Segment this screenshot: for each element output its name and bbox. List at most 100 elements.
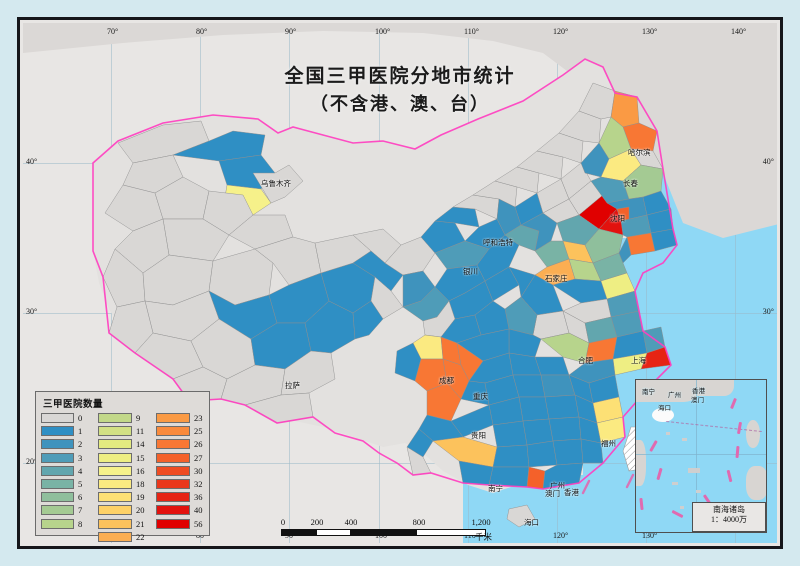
scale-label: 400 (344, 517, 358, 527)
legend-swatch (41, 452, 74, 463)
legend-swatch (98, 439, 132, 450)
inset-map-south-china-sea[interactable]: 南宁 广州 香港 澳门 海口 南海诸岛 1：4000万 (635, 379, 767, 533)
legend-item[interactable]: 16 (98, 465, 152, 477)
inset-graticule (636, 454, 766, 455)
legend-item[interactable]: 4 (41, 465, 94, 477)
page-title: 全国三甲医院分地市统计 （不含港、澳、台） (23, 63, 777, 117)
legend-item[interactable]: 30 (156, 465, 210, 477)
legend-item[interactable]: 15 (98, 452, 152, 464)
map-neatline-frame: 70° 80° 90° 100° 110° 120° 130° 140° 80°… (17, 17, 783, 549)
longitude-tick-label: 80° (196, 27, 208, 36)
city-label: 海口 (524, 518, 539, 527)
legend-item[interactable]: 20 (98, 504, 152, 516)
legend-item[interactable]: 2 (41, 438, 94, 450)
legend-swatch (41, 518, 74, 529)
nine-dash-mark (726, 469, 733, 483)
prefecture (472, 180, 518, 208)
legend-swatch (98, 465, 132, 476)
legend-item[interactable]: 8 (41, 518, 94, 530)
legend-value-label: 1 (78, 426, 83, 437)
legend-swatch (41, 413, 74, 424)
legend-value-label: 21 (136, 518, 145, 529)
legend-item[interactable]: 56 (156, 518, 210, 530)
longitude-tick-label: 130° (642, 531, 658, 540)
legend-value-label: 4 (78, 465, 83, 476)
city-label: 重庆 (473, 392, 488, 401)
legend-swatch (41, 465, 74, 476)
city-label: 贵阳 (471, 431, 486, 440)
legend-item[interactable]: 11 (98, 425, 152, 437)
legend-item[interactable]: 25 (156, 425, 210, 437)
legend-value-label: 26 (194, 439, 203, 450)
legend-title: 三甲医院数量 (43, 400, 104, 410)
legend-swatch (98, 426, 132, 437)
legend-item[interactable]: 23 (156, 412, 210, 424)
prefecture (558, 110, 602, 144)
legend-item[interactable]: 1 (41, 425, 94, 437)
prefecture (352, 300, 384, 340)
legend-swatch (156, 413, 190, 424)
city-label: 哈尔滨 (628, 148, 651, 157)
legend-value-label: 23 (194, 413, 203, 424)
legend-item[interactable]: 32 (156, 478, 210, 490)
longitude-tick-label: 110° (464, 27, 479, 36)
legend-value-label: 8 (78, 518, 83, 529)
legend-value-label: 25 (194, 426, 203, 437)
legend-value-label: 30 (194, 465, 203, 476)
longitude-tick-label: 100° (375, 27, 391, 36)
legend-item[interactable]: 22 (98, 531, 152, 543)
legend-swatch (156, 505, 190, 516)
prefecture (534, 356, 570, 376)
legend-item[interactable]: 18 (98, 478, 152, 490)
legend-item[interactable]: 0 (41, 412, 94, 424)
map-canvas[interactable]: 70° 80° 90° 100° 110° 120° 130° 140° 80°… (23, 23, 777, 543)
legend-swatch (41, 492, 74, 503)
legend-value-label: 22 (136, 531, 145, 542)
legend-swatch (156, 426, 190, 437)
legend-swatch (156, 479, 190, 490)
prefecture (522, 418, 554, 446)
legend-item[interactable]: 27 (156, 452, 210, 464)
legend-item[interactable]: 36 (156, 491, 210, 503)
legend-value-label: 15 (136, 452, 145, 463)
china-choropleth-map[interactable] (23, 23, 777, 543)
inset-indochina (636, 440, 646, 486)
prefecture (420, 220, 466, 254)
legend-value-label: 20 (136, 505, 145, 516)
legend-item[interactable]: 14 (98, 438, 152, 450)
inset-city-label: 澳门 (691, 397, 704, 404)
legend-item[interactable]: 19 (98, 491, 152, 503)
legend-item[interactable]: 40 (156, 504, 210, 516)
legend-value-label: 9 (136, 413, 141, 424)
title-line-2: （不含港、澳、台） (310, 93, 490, 114)
legend-item[interactable]: 3 (41, 452, 94, 464)
legend-item[interactable]: 9 (98, 412, 152, 424)
prefecture (542, 462, 584, 490)
longitude-tick-label: 70° (107, 27, 119, 36)
title-line-1: 全国三甲医院分地市统计 (284, 66, 516, 87)
inset-philippines (746, 466, 766, 500)
legend-item[interactable]: 21 (98, 518, 152, 530)
legend-swatch (98, 518, 132, 529)
nine-dash-mark (730, 397, 737, 410)
legend-swatch (156, 439, 190, 450)
city-label: 沈阳 (610, 214, 625, 223)
inset-island (696, 490, 701, 493)
prefecture (252, 164, 304, 204)
legend-item[interactable]: 26 (156, 438, 210, 450)
inset-graticule (696, 380, 697, 532)
prefecture (580, 438, 604, 464)
legend-value-label: 0 (78, 413, 83, 424)
legend-value-label: 56 (194, 518, 203, 529)
prefecture (394, 342, 422, 382)
legend-value-label: 11 (136, 426, 145, 437)
prefecture (518, 396, 550, 422)
legend-item[interactable]: 6 (41, 491, 94, 503)
legend-item[interactable]: 7 (41, 504, 94, 516)
prefecture (618, 236, 632, 264)
legend-item[interactable]: 5 (41, 478, 94, 490)
city-label: 合肥 (578, 356, 593, 365)
city-label: 拉萨 (285, 381, 300, 390)
prefecture (434, 206, 480, 228)
